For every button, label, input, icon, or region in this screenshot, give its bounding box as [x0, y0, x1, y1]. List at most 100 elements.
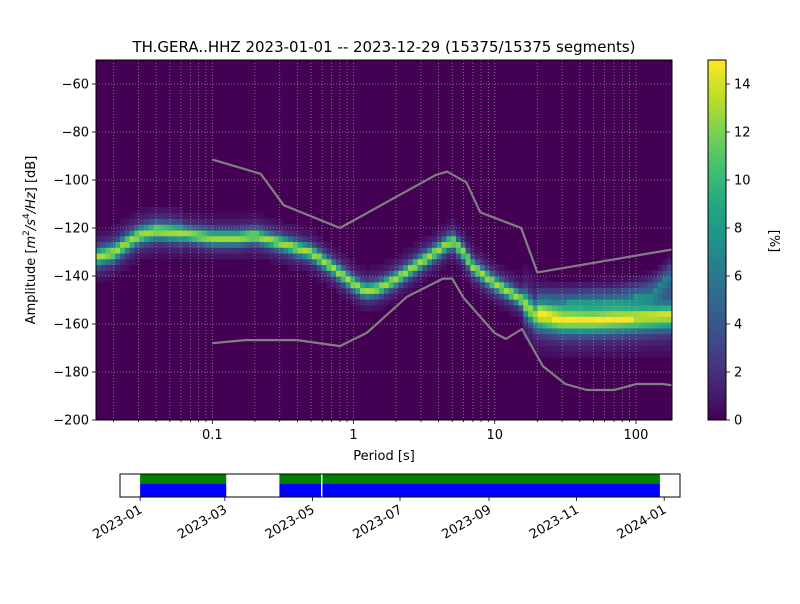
heatmap-cell	[124, 247, 131, 254]
timeline-tick-label: 2024-01	[615, 502, 670, 542]
heatmap-cell	[340, 276, 347, 283]
heatmap-cell	[369, 264, 375, 271]
heatmap-cell	[417, 247, 423, 254]
heatmap-cell	[465, 264, 471, 271]
heatmap-cell	[312, 247, 318, 254]
heatmap-cell	[537, 322, 543, 329]
heatmap-cell	[595, 322, 601, 329]
heatmap-cell	[576, 293, 582, 300]
heatmap-cell	[259, 247, 265, 254]
heatmap-cell	[110, 247, 116, 254]
heatmap-cell	[494, 270, 500, 277]
heatmap-cell	[619, 287, 625, 294]
heatmap-cell	[508, 270, 515, 277]
heatmap-cell	[124, 252, 131, 260]
heatmap-cell	[326, 264, 332, 271]
heatmap-cell	[614, 327, 620, 335]
heatmap-cell	[316, 241, 323, 248]
heatmap-cell	[124, 235, 131, 243]
heatmap-cell	[316, 258, 323, 266]
heatmap-cell	[552, 322, 558, 329]
heatmap-cell	[369, 299, 375, 306]
heatmap-cell	[259, 224, 265, 231]
heatmap-cell	[571, 293, 577, 300]
heatmap-cell	[355, 270, 361, 277]
heatmap-cell	[100, 235, 107, 243]
heatmap-cell	[211, 218, 217, 225]
heatmap-cell	[259, 229, 265, 237]
heatmap-cell	[345, 293, 351, 300]
heatmap-cell	[571, 333, 577, 340]
heatmap-cell	[100, 270, 107, 277]
heatmap-cell	[532, 276, 539, 283]
heatmap-cell	[513, 304, 519, 312]
heatmap-cell	[206, 218, 212, 225]
heatmap-cell	[494, 276, 500, 283]
heatmap-cell	[153, 212, 159, 219]
heatmap-cell	[528, 287, 534, 294]
heatmap-cell	[628, 316, 635, 323]
heatmap-cell	[345, 270, 351, 277]
heatmap-cell	[254, 212, 260, 219]
heatmap-cell	[489, 264, 495, 271]
heatmap-cell	[158, 224, 164, 231]
heatmap-cell	[139, 241, 145, 248]
heatmap-cell	[235, 218, 241, 225]
heatmap-cell	[537, 350, 543, 358]
heatmap-cell	[648, 350, 654, 358]
heatmap-cell	[537, 327, 543, 335]
heatmap-cell	[225, 252, 231, 260]
heatmap-cell	[614, 316, 620, 323]
heatmap-cell	[542, 293, 548, 300]
heatmap-cell	[307, 241, 313, 248]
heatmap-cell	[595, 327, 601, 335]
heatmap-cell	[609, 304, 615, 312]
heatmap-cell	[643, 293, 649, 300]
heatmap-cell	[388, 281, 395, 289]
heatmap-cell	[648, 333, 654, 340]
heatmap-cell	[148, 229, 155, 237]
heatmap-cell	[528, 293, 534, 300]
heatmap-cell	[350, 299, 356, 306]
heatmap-cell	[264, 252, 270, 260]
heatmap-cell	[475, 276, 481, 283]
heatmap-cell	[571, 316, 577, 323]
heatmap-cell	[148, 224, 155, 231]
heatmap-cell	[595, 281, 601, 289]
heatmap-cell	[408, 281, 414, 289]
heatmap-cell	[292, 258, 299, 266]
heatmap-cell	[240, 241, 246, 248]
heatmap-cell	[571, 287, 577, 294]
heatmap-cell	[264, 224, 270, 231]
heatmap-cell	[456, 229, 462, 237]
heatmap-cell	[523, 270, 529, 277]
heatmap-cell	[604, 293, 611, 300]
heatmap-cell	[331, 276, 337, 283]
heatmap-cell	[667, 345, 672, 352]
heatmap-cell	[254, 241, 260, 248]
heatmap-cell	[211, 224, 217, 231]
heatmap-cell	[398, 258, 404, 266]
heatmap-cell	[216, 218, 222, 225]
colorbar-tick-label: 10	[734, 174, 751, 189]
heatmap-cell	[124, 241, 131, 248]
heatmap-cell	[595, 333, 601, 340]
heatmap-cell	[100, 229, 107, 237]
heatmap-cell	[465, 252, 471, 260]
heatmap-cell	[657, 276, 663, 283]
heatmap-cell	[662, 339, 668, 346]
timeline-used-segment	[322, 474, 660, 484]
heatmap-cell	[412, 276, 419, 283]
timeline-tick-label: 2023-11	[527, 502, 582, 542]
heatmap-cell	[595, 316, 601, 323]
heatmap-cell	[465, 276, 471, 283]
heatmap-cell	[480, 287, 486, 294]
heatmap-cell	[480, 264, 486, 271]
heatmap-cell	[408, 276, 414, 283]
heatmap-cell	[648, 299, 654, 306]
heatmap-cell	[600, 350, 606, 358]
heatmap-cell	[168, 247, 174, 254]
heatmap-cell	[484, 293, 491, 300]
heatmap-cell	[364, 293, 371, 300]
heatmap-cell	[398, 270, 404, 277]
